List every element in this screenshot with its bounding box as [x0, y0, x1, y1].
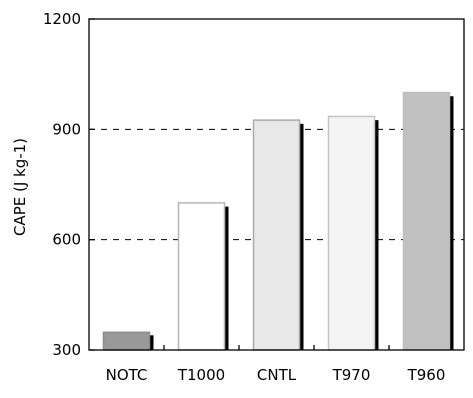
gridlines [89, 128, 464, 241]
x-tick-label: T970 [332, 366, 371, 384]
y-tick-label: 900 [52, 120, 81, 138]
x-tick-label: NOTC [106, 366, 148, 384]
bar-shadow [223, 206, 229, 350]
y-axis-label: CAPE (J kg-1) [11, 138, 29, 236]
x-tick-label: T960 [407, 366, 446, 384]
bars [102, 91, 454, 351]
bar [252, 119, 301, 351]
bar [177, 202, 226, 351]
y-tick-label: 1200 [43, 10, 81, 28]
axes [88, 18, 465, 351]
y-tick-label: 600 [52, 231, 81, 249]
bar-shadow [448, 96, 454, 350]
bar [327, 115, 376, 351]
bar-shadow [373, 120, 379, 350]
bar [102, 331, 151, 351]
y-tick-label: 300 [52, 341, 81, 359]
bar-shadow [298, 123, 304, 350]
plot-frame [88, 18, 465, 351]
x-tick-label: CNTL [257, 366, 297, 384]
y-axis-ticks: 300 600 900 1200 [43, 10, 95, 359]
bar-shadow [148, 335, 154, 350]
x-tick-label: T1000 [177, 366, 225, 384]
bar [402, 91, 451, 351]
x-axis-ticks: NOTC T1000 CNTL T970 T960 [106, 345, 446, 384]
